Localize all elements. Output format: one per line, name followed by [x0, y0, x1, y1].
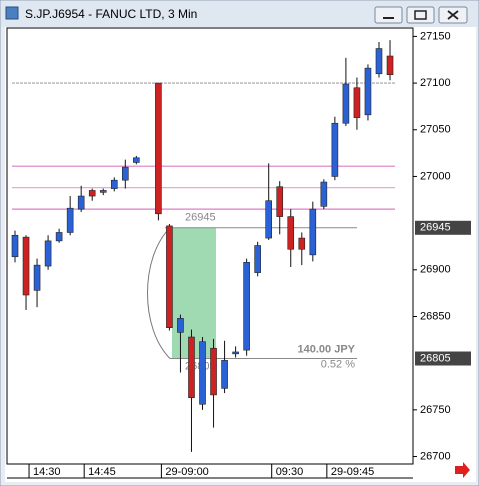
maximize-button[interactable]	[406, 6, 435, 24]
x-tick-label: 14:45	[88, 466, 116, 478]
measure-box	[172, 227, 216, 359]
candle-body	[166, 225, 173, 328]
window-title: S.JP.J6954 - FANUC LTD, 3 Min	[25, 7, 197, 21]
candle-body	[221, 360, 228, 389]
measure-bracket	[147, 227, 171, 359]
candle-body	[66, 207, 74, 233]
candle-body	[287, 216, 295, 250]
candle-body	[364, 67, 372, 116]
price-label-box	[415, 220, 471, 235]
price-label: 26945	[420, 222, 451, 234]
candle-body	[22, 236, 30, 296]
candle-body	[110, 179, 118, 189]
y-tick-label: 26750	[420, 404, 451, 416]
candle-body	[386, 55, 394, 75]
candle-body	[11, 234, 19, 258]
x-tick-label: 14:30	[33, 466, 61, 478]
measure-from-label: 26945	[185, 212, 216, 224]
x-tick-label: 09:30	[276, 466, 304, 478]
y-tick-label: 26850	[420, 310, 451, 322]
candle-body	[55, 232, 63, 242]
candle-body	[298, 237, 306, 250]
y-tick-label: 27050	[420, 124, 451, 136]
candle-body	[155, 82, 162, 215]
app-icon	[5, 6, 19, 20]
candle-body	[320, 181, 328, 207]
y-tick-label: 27150	[420, 30, 451, 42]
candle-body	[243, 262, 250, 351]
candle-body	[133, 157, 140, 163]
candle-body	[188, 336, 195, 399]
candle-body	[177, 318, 184, 333]
scroll-arrow[interactable]	[455, 462, 470, 478]
y-tick-label: 26900	[420, 264, 451, 276]
candle-body	[199, 341, 206, 405]
price-label: 26805	[420, 352, 451, 364]
candle-body	[122, 166, 129, 181]
candle-body	[331, 122, 339, 177]
candle-body	[44, 240, 52, 267]
candle-body	[265, 200, 272, 239]
candle-body	[210, 347, 217, 396]
candle-body	[309, 208, 317, 256]
x-tick-label: 29-09:00	[165, 466, 208, 478]
y-tick-label: 27100	[420, 77, 451, 89]
candle-body	[375, 48, 383, 75]
candle-body	[254, 245, 261, 273]
measure-percent: 0.52 %	[321, 358, 355, 370]
candle-body	[99, 190, 107, 193]
minimize-button[interactable]	[374, 6, 403, 24]
close-icon	[447, 10, 459, 20]
x-tick-label: 29-09:45	[331, 466, 374, 478]
candle-body	[353, 87, 361, 118]
candle-body	[276, 186, 284, 217]
candle-body	[232, 351, 239, 355]
maximize-icon	[414, 10, 427, 20]
y-tick-label: 26700	[420, 450, 451, 462]
candle-body	[77, 195, 85, 210]
candle-body	[88, 190, 96, 197]
candle-body	[342, 83, 350, 124]
price-label-box	[415, 351, 471, 366]
y-tick-label: 27000	[420, 170, 451, 182]
candle-body	[33, 264, 41, 291]
measure-difference: 140.00 JPY	[298, 343, 356, 355]
